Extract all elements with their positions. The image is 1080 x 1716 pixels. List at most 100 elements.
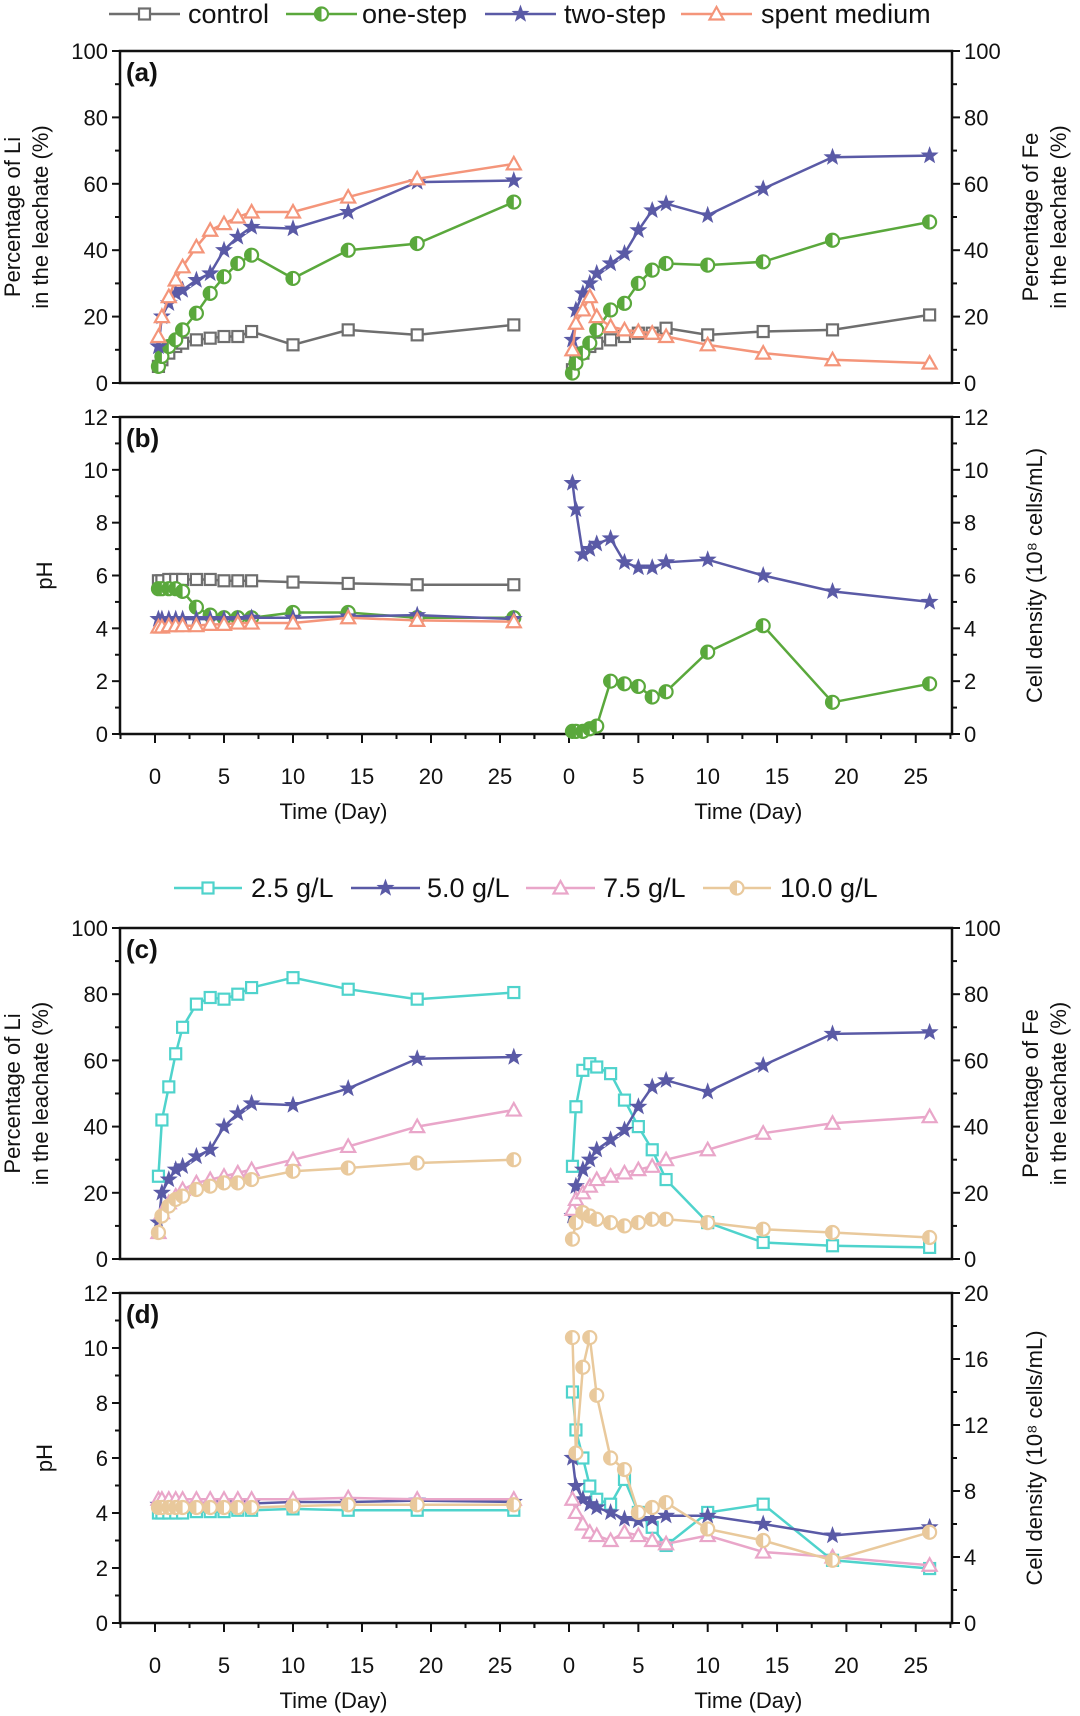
square-marker (245, 574, 259, 588)
data-point (188, 1499, 204, 1516)
circle-half-fill (565, 1232, 573, 1246)
square-marker (151, 1169, 166, 1183)
star-marker (629, 558, 648, 576)
square-marker (189, 997, 203, 1011)
data-point (823, 350, 842, 367)
data-point (645, 1143, 659, 1157)
data-point (698, 335, 717, 352)
square-marker (576, 1063, 590, 1077)
triangle-marker (173, 257, 192, 274)
series-left-2-5-g-L (151, 971, 521, 1183)
legend-marker-icon (707, 4, 726, 21)
data-point (755, 1532, 771, 1549)
triangle-marker (504, 1100, 523, 1117)
data-point (408, 169, 427, 186)
data-point (587, 307, 606, 324)
data-point (754, 343, 773, 360)
data-point (629, 1160, 648, 1177)
data-point (284, 1095, 302, 1113)
square-marker (231, 574, 245, 588)
plot-frame (118, 926, 954, 1261)
data-point (507, 318, 521, 332)
series-line (157, 1108, 515, 1233)
legend-item: 10.0 g/L (703, 873, 878, 903)
square-marker (590, 1060, 604, 1074)
panel-label: (c) (126, 934, 158, 964)
series-line (157, 162, 514, 337)
data-point (643, 323, 662, 340)
y-tick-label-right: 4 (964, 616, 976, 641)
data-point (589, 718, 605, 734)
star-marker (601, 254, 620, 272)
data-point (245, 574, 259, 588)
triangle-marker (615, 1522, 634, 1539)
data-point (339, 608, 358, 625)
y-tick-label-right: 20 (964, 305, 988, 330)
data-point (575, 1359, 591, 1375)
data-point (506, 1497, 522, 1513)
data-point (631, 1119, 645, 1134)
circle-half-fill (341, 1498, 349, 1512)
star-marker (580, 273, 599, 292)
circle-half-fill (176, 1501, 183, 1514)
star-marker (187, 1146, 206, 1165)
data-point (754, 179, 773, 197)
y-tick-label-left: 0 (96, 1247, 108, 1272)
legend-treatment: control one-step two-step spent medium (109, 0, 931, 29)
circle-half-fill (923, 1525, 930, 1539)
square-marker (617, 1093, 632, 1107)
data-point (244, 1499, 260, 1516)
data-point (339, 187, 358, 204)
y-axis-label-right: Cell density (10⁸ cells/mL) (1022, 448, 1047, 703)
series-left-7-5-g-L (149, 1100, 523, 1240)
data-point (922, 1524, 938, 1540)
square-marker (217, 574, 231, 588)
x-tick-label: 5 (218, 1653, 230, 1678)
star-marker (563, 473, 582, 491)
data-point (187, 270, 206, 288)
star-marker (573, 1160, 592, 1178)
data-point (657, 1506, 676, 1524)
data-point (698, 1082, 717, 1100)
circle-half-fill (659, 256, 667, 270)
square-marker (217, 329, 231, 344)
star-marker (152, 1183, 171, 1201)
star-marker (615, 1120, 634, 1138)
star-marker (823, 581, 842, 600)
data-point (824, 1552, 841, 1568)
star-marker (823, 1024, 842, 1042)
triangle-marker (920, 1555, 939, 1572)
data-point (823, 1024, 842, 1042)
data-point (566, 500, 585, 518)
data-point (286, 575, 300, 589)
data-point (285, 1163, 301, 1179)
data-point (824, 694, 841, 710)
y-tick-label-right: 0 (964, 722, 976, 747)
data-point (166, 270, 185, 287)
data-point (615, 1120, 634, 1138)
star-marker (228, 227, 247, 245)
data-point (189, 572, 203, 587)
square-marker (176, 1020, 190, 1034)
star-marker (615, 552, 634, 570)
circle-half-fill (659, 1212, 667, 1226)
y-tick-label-right: 60 (964, 1048, 988, 1073)
data-point (215, 214, 233, 231)
data-point (159, 287, 178, 304)
data-point (582, 335, 598, 351)
data-point (756, 1497, 770, 1511)
triangle-marker (228, 207, 247, 224)
triangle-marker (504, 612, 523, 629)
data-point (242, 1093, 261, 1112)
triangle-marker (187, 237, 206, 254)
data-point (658, 1494, 674, 1511)
series-left-control (151, 572, 521, 592)
circle-half-fill (155, 582, 162, 596)
series-line (571, 482, 930, 604)
data-point (657, 1150, 675, 1167)
circle-half-fill (631, 1216, 639, 1230)
x-tick-label: 0 (149, 1653, 161, 1678)
square-marker (203, 990, 217, 1005)
data-point (169, 1047, 183, 1061)
data-point (244, 1171, 260, 1188)
